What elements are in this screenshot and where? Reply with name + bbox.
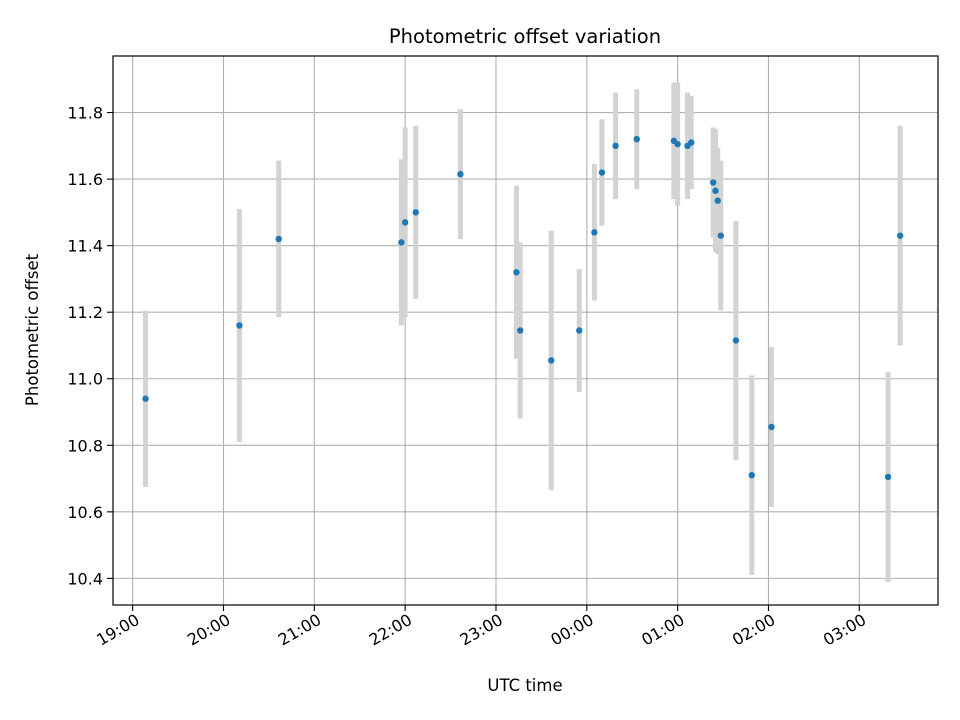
x-axis-ticks: 19:00 20:00 21:00 22:00 23:00 00:00 01:00 02:00…: [93, 605, 869, 650]
y-tick-label: 11.6: [67, 170, 103, 189]
data-point: [598, 169, 606, 176]
x-axis-title: UTC time: [487, 676, 562, 695]
data-point: [142, 395, 149, 402]
data-point: [710, 179, 717, 186]
data-point: [674, 140, 681, 148]
data-point: [275, 235, 282, 243]
data-point: [517, 327, 524, 334]
data-point: [236, 322, 243, 329]
data-point: [398, 239, 405, 246]
y-axis-title: Photometric offset: [23, 253, 42, 406]
data-point: [688, 139, 695, 146]
x-tick-label: 21:00: [275, 610, 324, 650]
data-point: [457, 170, 464, 178]
y-axis-ticks: 10.4 10.6 10.8 11.0 11.2 11.4 11.6 11.8: [67, 104, 113, 588]
y-tick-label: 10.4: [67, 569, 103, 588]
y-tick-label: 11.8: [67, 104, 103, 123]
x-tick-label: 00:00: [547, 610, 596, 650]
y-tick-label: 10.6: [67, 503, 103, 522]
data-point: [712, 187, 719, 194]
data-point: [401, 219, 409, 226]
x-tick-label: 20:00: [184, 610, 233, 650]
x-tick-label: 19:00: [93, 610, 142, 650]
y-tick-label: 11.2: [67, 303, 103, 322]
chart-title: Photometric offset variation: [389, 25, 661, 48]
data-point: [896, 232, 904, 239]
x-tick-label: 23:00: [457, 610, 506, 650]
data-point: [612, 142, 619, 150]
data-point: [732, 337, 740, 344]
data-point: [633, 135, 640, 143]
data-point: [714, 197, 721, 204]
x-tick-label: 01:00: [638, 610, 687, 650]
data-points: [142, 135, 904, 481]
data-point: [591, 229, 598, 236]
data-point: [768, 423, 775, 431]
data-point: [412, 209, 419, 216]
data-point: [513, 269, 520, 276]
plot-area-frame: [112, 55, 939, 606]
x-tick-label: 02:00: [729, 610, 778, 650]
data-point: [884, 473, 892, 481]
y-tick-label: 10.8: [67, 436, 103, 455]
grid-lines: [113, 56, 938, 605]
data-point: [576, 327, 583, 334]
y-tick-label: 11.4: [67, 237, 103, 256]
data-point: [748, 472, 756, 479]
x-tick-label: 03:00: [820, 610, 869, 650]
data-point: [548, 357, 555, 364]
data-point: [717, 232, 724, 239]
y-tick-label: 11.0: [67, 370, 103, 389]
x-tick-label: 22:00: [366, 610, 415, 650]
